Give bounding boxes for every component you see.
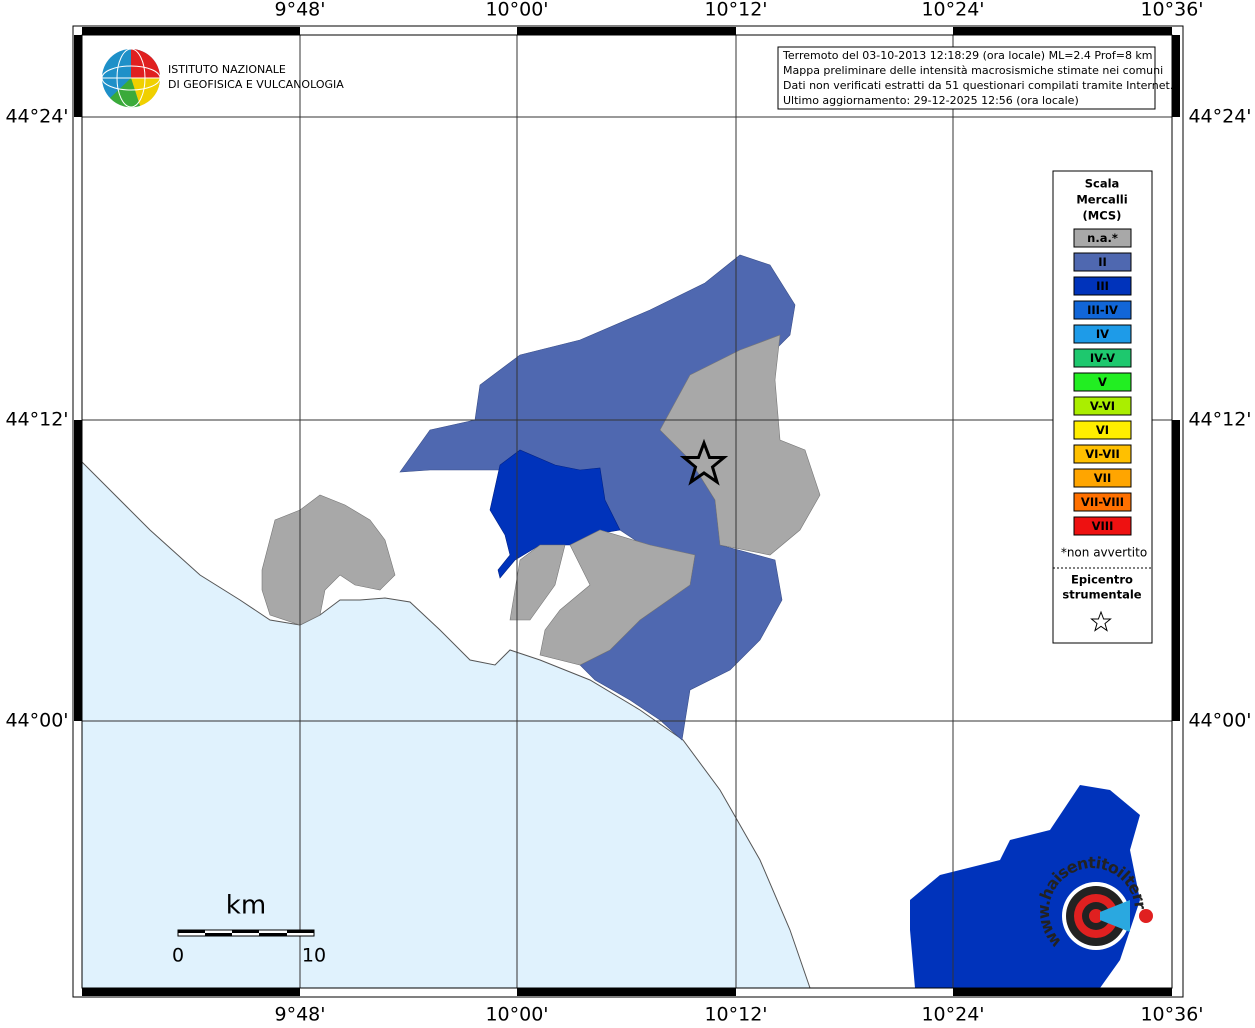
legend-swatch [1073,252,1132,272]
legend-label: V [1098,375,1107,389]
legend-label: IV [1096,327,1109,341]
scale-bar: km 0 10 [172,891,326,967]
lat-tick-label: 44°24' [5,106,68,128]
legend-swatch [1073,516,1132,536]
legend-swatch [1073,228,1132,248]
logo-text: DI GEOFISICA E VULCANOLOGIA [168,78,344,91]
lon-tick-label: 10°00' [485,0,548,21]
legend-swatch [1073,276,1132,296]
lon-tick-label: 10°24' [921,0,984,21]
logo: ISTITUTO NAZIONALE DI GEOFISICA E VULCAN… [101,48,344,108]
legend-title: (MCS) [1083,209,1122,223]
region-grey [509,544,566,621]
legend-label: n.a.* [1087,231,1118,245]
info-box [777,46,1156,110]
legend-label: III-IV [1087,303,1118,317]
lat-tick-label: 44°24' [1188,106,1251,128]
region-grey [261,494,396,626]
lat-tick-label: 44°00' [5,710,68,732]
legend-label: VI [1096,423,1109,437]
lat-tick-label: 44°00' [1188,710,1251,732]
legend-swatch [1073,468,1132,488]
lon-tick-label: 9°48' [275,1004,326,1025]
sea [81,460,811,989]
legend-swatch [1073,300,1132,320]
epicenter-star [679,438,729,486]
info-line: Terremoto del 03-10-2013 12:18:29 (ora l… [782,49,1153,62]
legend-label: III [1096,279,1109,293]
legend-label: V-VI [1090,399,1115,413]
legend-label: VI-VII [1085,447,1120,461]
info-line: Ultimo aggiornamento: 29-12-2025 12:56 (… [783,94,1079,107]
legend-swatch [1073,348,1132,368]
legend-footnote: *non avvertito [1061,546,1147,560]
legend-epicenter: strumentale [1062,588,1141,602]
lon-tick-label: 10°12' [704,0,767,21]
legend-swatch [1073,492,1132,512]
lon-tick-label: 10°36' [1140,1004,1203,1025]
legend-label: II [1098,255,1107,269]
lat-tick-label: 44°12' [5,409,68,431]
legend-title: Mercalli [1076,193,1127,207]
legend-label: VII-VIII [1081,495,1124,509]
info-line: Dati non verificati estratti da 51 quest… [783,79,1173,92]
lon-tick-label: 10°36' [1140,0,1203,21]
legend-swatch [1073,396,1132,416]
legend-swatch [1073,324,1132,344]
legend-epicenter: Epicentro [1071,573,1133,587]
lon-tick-label: 10°12' [704,1004,767,1025]
legend-swatch [1073,372,1132,392]
lon-tick-label: 10°24' [921,1004,984,1025]
lon-tick-label: 10°00' [485,1004,548,1025]
info-line: Mappa preliminare delle intensità macros… [783,64,1163,77]
region-grey [539,529,696,666]
legend-label: VII [1094,471,1111,485]
legend-label: VIII [1092,519,1114,533]
legend-label: IV-V [1090,351,1115,365]
region-grey [659,334,821,556]
scale-label: 10 [302,945,326,967]
graticule [82,35,1172,988]
scale-label: 0 [172,945,184,967]
legend-swatch [1073,444,1132,464]
legend-swatch [1073,420,1132,440]
lat-tick-label: 44°12' [1188,409,1251,431]
scale-unit: km [226,891,266,921]
legend-title: Scala [1085,177,1120,191]
frame [72,25,1184,998]
legend-star [1090,610,1112,632]
lon-tick-label: 9°48' [275,0,326,21]
logo-text: ISTITUTO NAZIONALE [168,63,286,76]
